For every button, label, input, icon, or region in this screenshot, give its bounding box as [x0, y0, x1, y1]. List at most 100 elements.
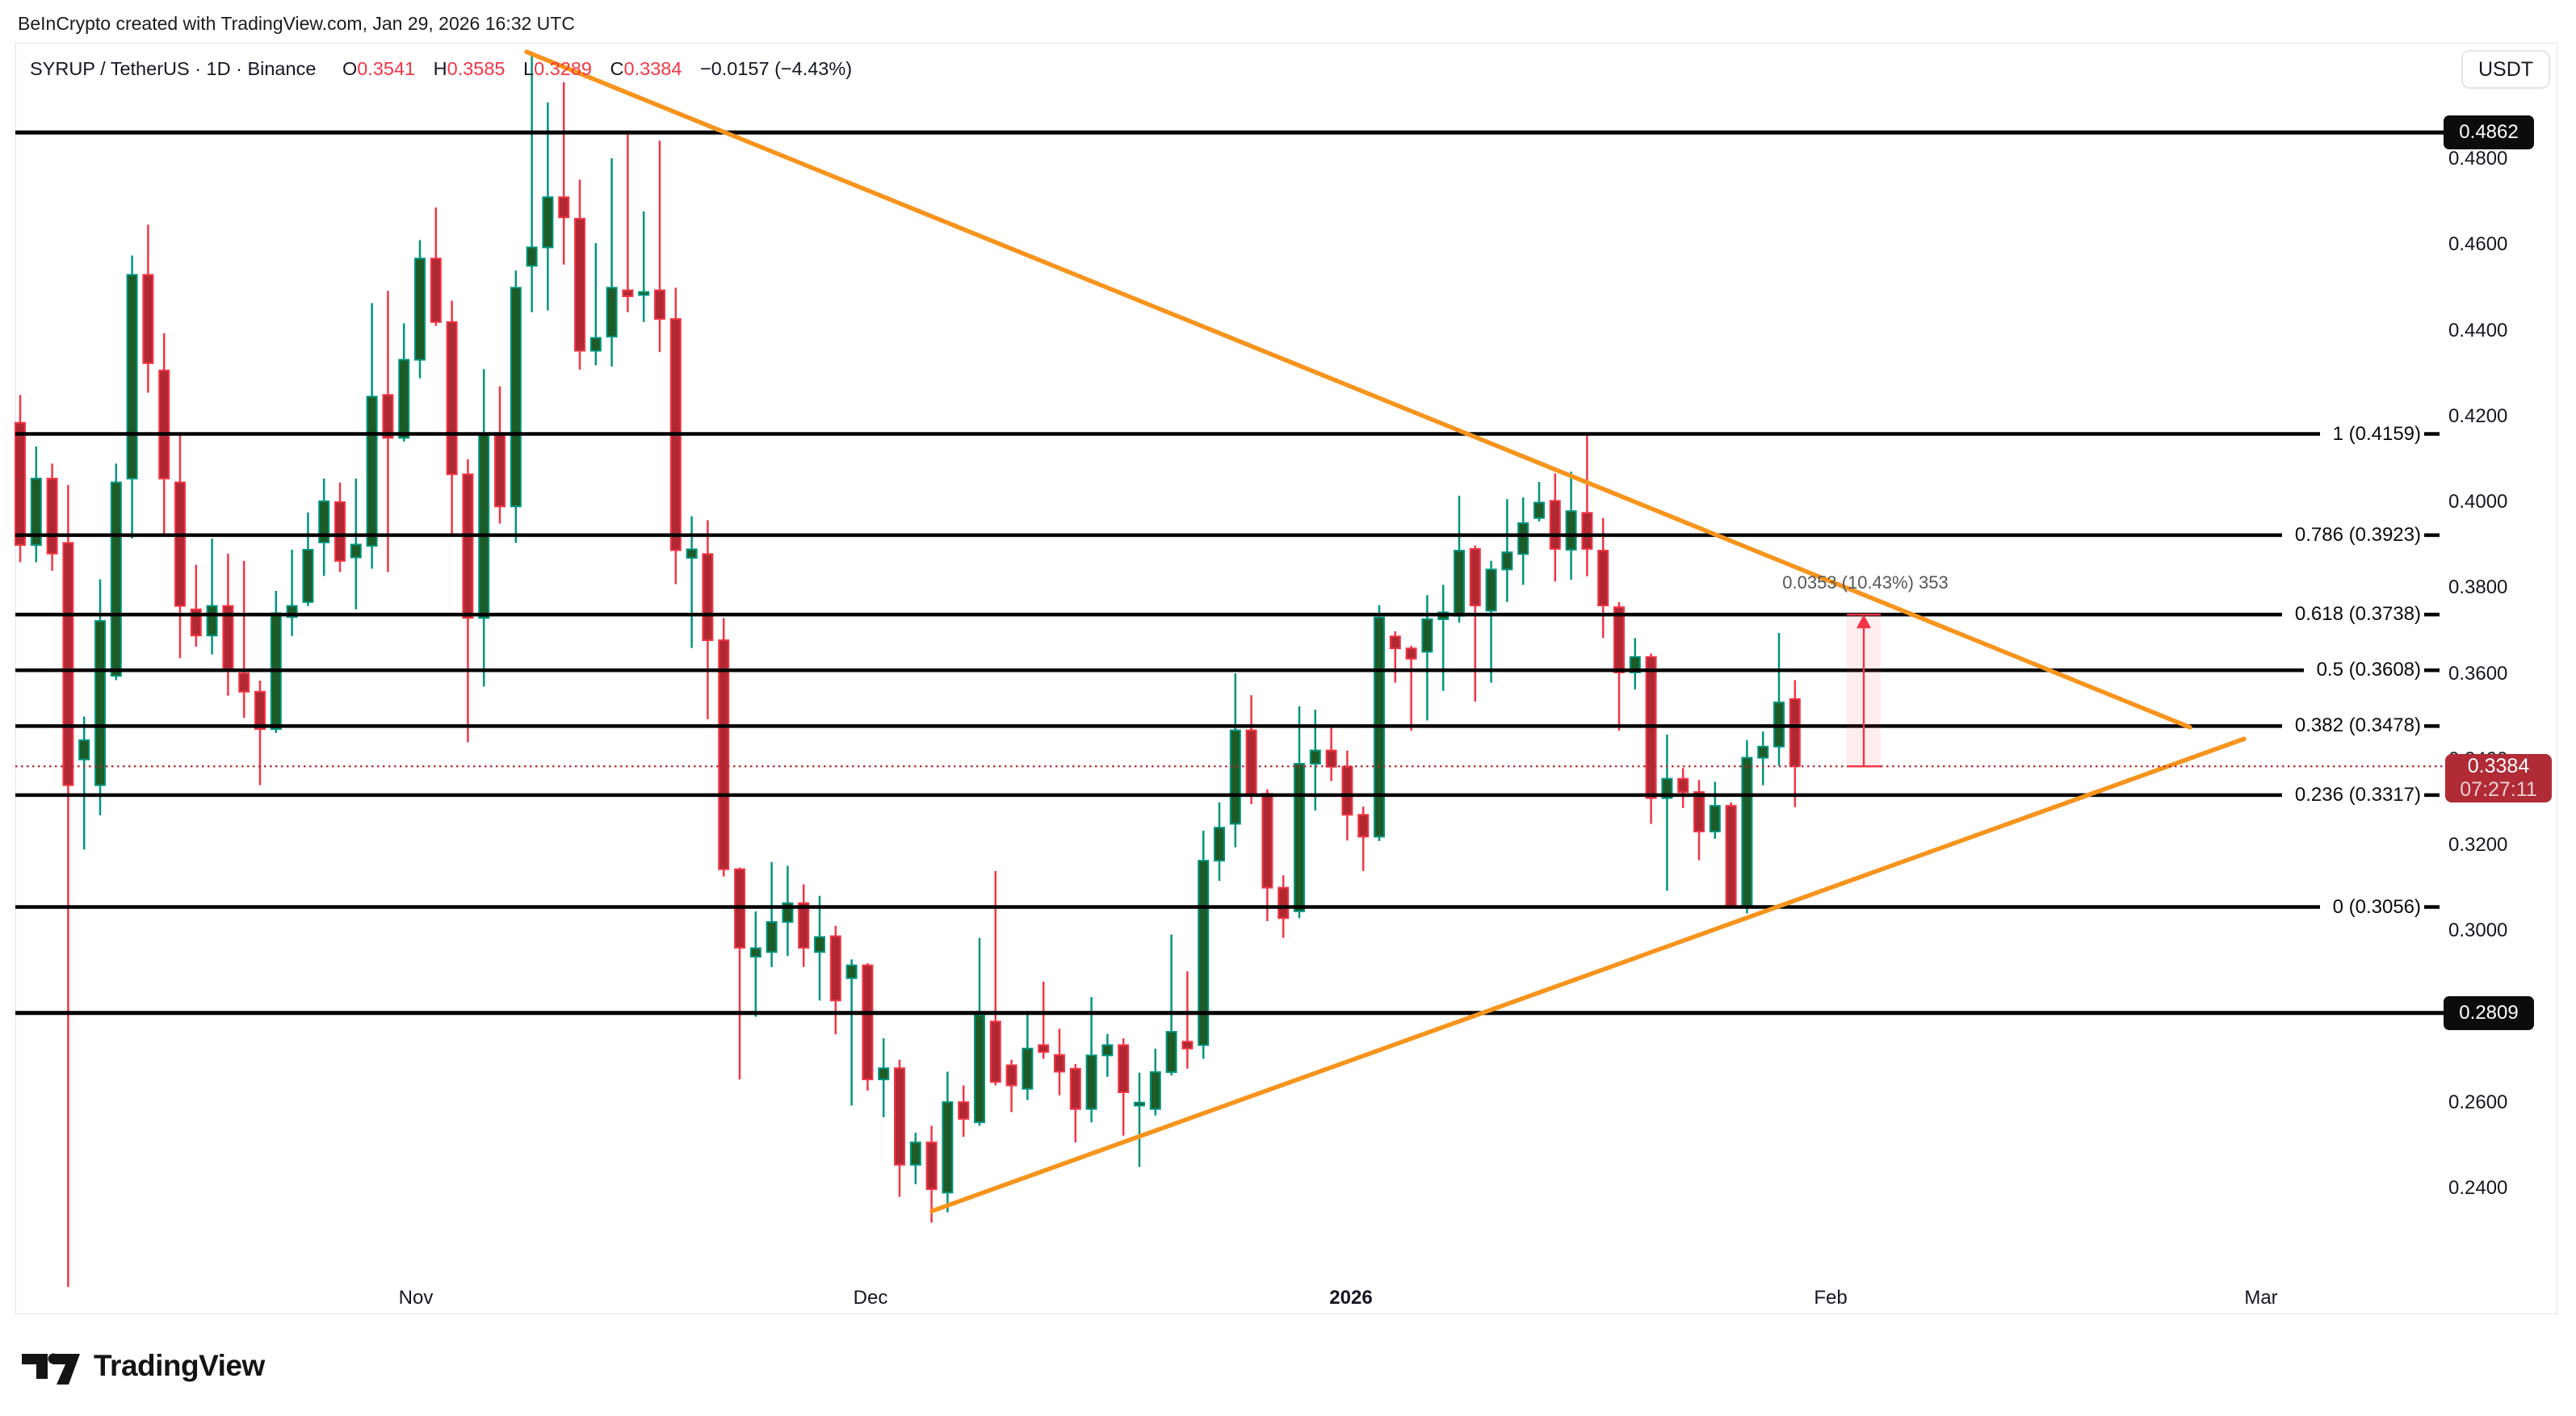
close-label: C [610, 58, 624, 79]
candle-body-up [206, 605, 218, 637]
price-axis-tick: 0.4800 [2448, 148, 2508, 170]
open-label: O [342, 58, 358, 79]
candle-body-up [1198, 860, 1210, 1046]
symbol-header[interactable]: SYRUP / TetherUS · 1D · Binance O0.3541 … [30, 58, 852, 82]
candle-body-up [1533, 501, 1545, 519]
candle-body-down [558, 196, 570, 219]
candle-body-down [1069, 1067, 1081, 1110]
candle-body-up [1485, 568, 1497, 612]
candle-body-down [430, 258, 442, 323]
candle-body-down [1581, 512, 1593, 550]
candle-body-up [1294, 763, 1305, 912]
candle-body-up [350, 543, 362, 559]
candle-body-down [254, 690, 266, 731]
candle-body-up [1134, 1101, 1145, 1107]
candle-body-up [366, 396, 378, 547]
fib-level-label: 0.5 (0.3608) [2316, 659, 2421, 681]
candle-body-down [1038, 1044, 1050, 1054]
candle-body-down [1597, 550, 1609, 607]
candle-body-down [1789, 698, 1801, 768]
high-label: H [433, 58, 447, 79]
candle-body-up [1022, 1047, 1034, 1090]
close-value: 0.3384 [623, 58, 682, 79]
candle-body-down [494, 433, 506, 508]
price-level-badge: 0.2809 [2444, 995, 2534, 1030]
low-value: 0.3289 [534, 58, 593, 79]
price-axis-tick: 0.3600 [2448, 662, 2508, 685]
measure-arrow-head [1856, 614, 1871, 629]
candle-body-down [1469, 547, 1481, 607]
current-price-value: 0.3384 [2467, 755, 2530, 778]
candle-body-up [814, 936, 825, 953]
candle-body-up [974, 1014, 985, 1124]
candle-body-up [845, 964, 858, 979]
candle-body-up [589, 337, 602, 352]
candle-body-up [1421, 618, 1433, 653]
time-axis-tick-Dec: Dec [853, 1287, 888, 1309]
candle-body-up [398, 358, 410, 439]
candle-body-down [174, 481, 186, 607]
candle-body-up [1229, 729, 1241, 825]
trendline-ascending-support[interactable] [929, 736, 2247, 1213]
candle-body-down [462, 473, 474, 619]
candle-body-up [1101, 1044, 1114, 1057]
candle-body-up [542, 196, 554, 249]
candle-body-down [1549, 500, 1561, 550]
price-axis-tick: 0.2600 [2448, 1091, 2508, 1113]
trendline-descending-resistance[interactable] [524, 49, 2192, 730]
time-axis-tick-Mar: Mar [2244, 1287, 2278, 1309]
price-axis-tick: 0.3800 [2448, 576, 2508, 599]
candle-body-down [1054, 1054, 1065, 1073]
fib-level-label: 0 (0.3056) [2332, 895, 2421, 918]
price-axis-tick: 0.4600 [2448, 233, 2508, 256]
candle-body-up [1565, 510, 1577, 551]
candle-body-up [1709, 805, 1721, 832]
candle-body-down [142, 274, 154, 364]
time-axis-tick-Feb: Feb [1814, 1287, 1848, 1309]
candle-body-down [1725, 805, 1737, 907]
candle-body-down [1693, 791, 1705, 832]
symbol-title: SYRUP / TetherUS · 1D · Binance [30, 58, 317, 79]
high-value: 0.3585 [447, 58, 506, 79]
candle-body-up [1454, 550, 1465, 617]
candle-body-up [1757, 745, 1769, 759]
candle-body-down [958, 1101, 970, 1120]
candle-body-down [574, 217, 585, 352]
candle-body-down [989, 1020, 1001, 1083]
tradingview-logo[interactable]: TradingView [20, 1347, 265, 1385]
candle-body-down [622, 289, 634, 297]
candle-body-up [318, 500, 330, 543]
candle-body-down [1261, 793, 1273, 889]
candle-body-down [238, 672, 250, 693]
fib-level-label: 0.786 (0.3923) [2294, 523, 2421, 546]
candle-body-up [878, 1067, 890, 1081]
candle-body-up [766, 921, 778, 953]
candle-body-up [606, 287, 618, 337]
countdown-timer: 07:27:11 [2460, 778, 2537, 802]
candle-body-down [1405, 647, 1417, 660]
currency-button[interactable]: USDT [2461, 50, 2550, 89]
candle-body-down [798, 902, 810, 949]
candle-body-down [1005, 1064, 1017, 1087]
candle-body-up [1501, 551, 1513, 571]
change-value: −0.0157 (−4.43%) [699, 58, 853, 79]
candle-body-up [909, 1142, 921, 1166]
candle-body-up [414, 258, 426, 361]
candle-body-up [1165, 1031, 1177, 1074]
time-axis-tick-Nov: Nov [398, 1287, 434, 1309]
price-axis-tick: 0.2400 [2448, 1177, 2508, 1199]
candle-body-up [1149, 1071, 1161, 1110]
time-axis-tick-2026: 2026 [1329, 1287, 1373, 1309]
time-axis[interactable]: Nov Dec 2026 Feb Mar [15, 1281, 2445, 1313]
tradingview-logo-text: TradingView [94, 1349, 265, 1382]
price-axis-tick: 0.4200 [2448, 404, 2508, 427]
candle-body-up [510, 287, 522, 508]
watermark-text: BeInCrypto created with TradingView.com,… [18, 13, 575, 34]
candle-body-down [1118, 1044, 1130, 1093]
candle-body-up [302, 548, 314, 603]
candle-body-up [126, 274, 138, 480]
candle-body-down [654, 289, 665, 320]
candle-body-down [1357, 814, 1370, 838]
